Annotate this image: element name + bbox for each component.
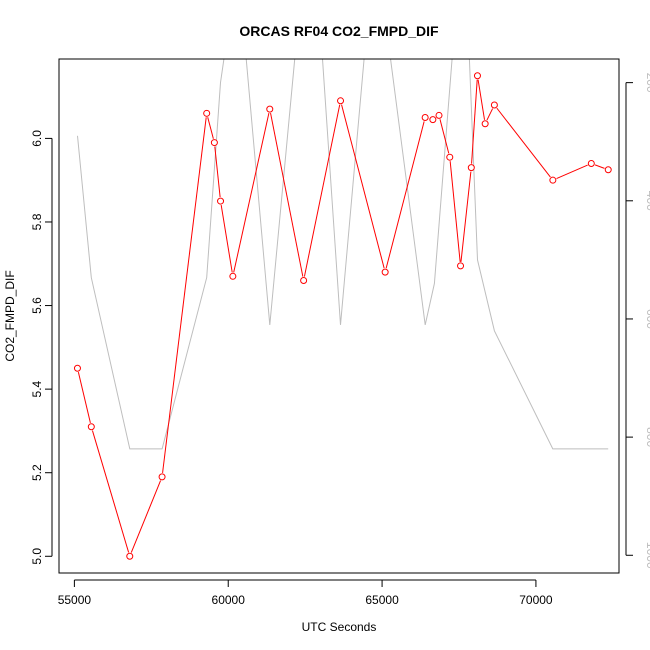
primary-series-segment <box>233 112 270 273</box>
primary-series-segment <box>341 104 385 269</box>
x-tick-label: 70000 <box>519 593 553 607</box>
primary-series <box>73 72 612 560</box>
primary-data-point <box>467 164 475 172</box>
y2-tick-label: 600 <box>644 309 650 329</box>
primary-data-point <box>604 166 612 174</box>
primary-series-segment <box>471 79 478 164</box>
primary-series-segment <box>303 104 341 277</box>
x-axis-label: UTC Seconds <box>302 620 377 634</box>
primary-data-point <box>229 272 237 280</box>
primary-series-segment <box>594 164 605 169</box>
y-tick-label: 5.8 <box>30 213 44 230</box>
primary-data-point <box>421 114 429 122</box>
primary-series-segment <box>77 372 91 423</box>
plot-frame <box>58 58 620 574</box>
x-tick-label: 60000 <box>212 593 246 607</box>
primary-series-segment <box>556 164 588 180</box>
primary-data-point <box>337 97 345 105</box>
secondary-series-line <box>77 59 609 450</box>
y-tick-label: 6.0 <box>30 130 44 147</box>
primary-series-segment <box>439 119 450 154</box>
y2-tick-label: 200 <box>644 73 650 93</box>
primary-series-segment <box>449 161 461 262</box>
primary-series-segment <box>460 171 472 262</box>
primary-data-point <box>73 364 81 372</box>
y-axis-label: CO2_FMPD_DIF <box>3 270 17 361</box>
primary-data-point <box>158 473 166 481</box>
primary-data-point <box>587 159 595 167</box>
primary-data-point <box>435 111 443 119</box>
y2-tick-label: 1000 <box>644 542 650 569</box>
primary-data-point <box>217 197 225 205</box>
primary-series-segment <box>385 121 425 269</box>
primary-data-point <box>490 101 498 109</box>
primary-data-point <box>300 276 308 284</box>
primary-series-segment <box>91 430 130 553</box>
primary-data-point <box>481 120 489 128</box>
primary-data-point <box>446 153 454 161</box>
y2-tick-label: 800 <box>644 427 650 447</box>
y-tick-label: 5.0 <box>30 548 44 565</box>
chart-title: ORCAS RF04 CO2_FMPD_DIF <box>239 23 439 39</box>
primary-series-segment <box>486 108 494 121</box>
primary-series-segment <box>477 79 486 120</box>
primary-data-point <box>381 268 389 276</box>
x-tick-label: 55000 <box>58 593 92 607</box>
primary-series-segment <box>207 117 214 139</box>
primary-data-point <box>210 139 218 147</box>
primary-series-segment <box>270 112 304 277</box>
y-tick-label: 5.2 <box>30 464 44 481</box>
y-tick-label: 5.4 <box>30 380 44 397</box>
secondary-series <box>77 59 609 450</box>
y-tick-label: 5.6 <box>30 297 44 314</box>
x-tick-label: 65000 <box>365 593 399 607</box>
primary-series-segment <box>130 480 162 553</box>
primary-data-point <box>429 116 437 124</box>
primary-data-point <box>549 176 557 184</box>
axes: 55000 60000 65000 70000 5.0 5.2 5.4 5.6 5.8 6.0 20… <box>30 73 650 607</box>
primary-series-segment <box>162 117 207 473</box>
primary-data-point <box>473 72 481 80</box>
primary-data-point <box>457 262 465 270</box>
primary-series-segment <box>214 146 221 198</box>
y2-tick-label: 400 <box>644 191 650 211</box>
primary-data-point <box>203 109 211 117</box>
primary-data-point <box>126 552 134 560</box>
primary-data-point <box>87 423 95 431</box>
primary-series-segment <box>496 107 551 178</box>
primary-series-segment <box>220 204 233 273</box>
primary-data-point <box>266 105 274 113</box>
